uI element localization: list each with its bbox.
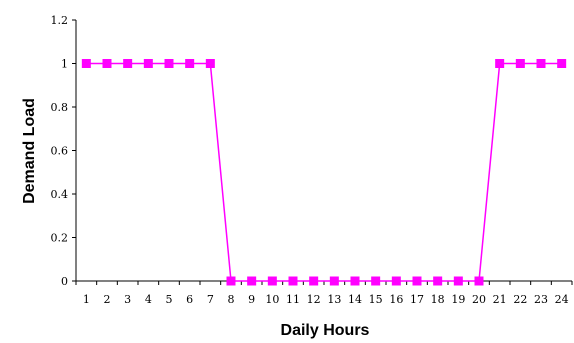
y-tick-label: 0 [61, 275, 68, 288]
data-point [123, 59, 133, 68]
y-axis-title: Demand Load [21, 98, 38, 204]
x-tick-label: 16 [389, 293, 403, 306]
data-point [557, 59, 567, 68]
data-point [515, 59, 525, 68]
x-tick-label: 24 [555, 293, 569, 306]
data-point [205, 59, 215, 68]
data-point [495, 59, 505, 68]
data-point [433, 276, 443, 286]
x-tick-label: 6 [186, 293, 193, 306]
x-tick-label: 8 [228, 293, 235, 306]
data-point [226, 276, 236, 286]
x-tick-label: 11 [286, 293, 300, 306]
x-tick-label: 3 [124, 293, 131, 306]
x-tick-label: 7 [207, 293, 214, 306]
y-tick-label: 0.8 [51, 101, 69, 114]
x-tick-label: 2 [104, 293, 111, 306]
data-point [81, 59, 91, 68]
x-tick-label: 10 [265, 293, 279, 306]
data-point [329, 276, 339, 286]
y-tick-label: 0.2 [51, 232, 69, 245]
data-point [102, 59, 112, 68]
data-point [474, 276, 484, 286]
data-point [288, 276, 298, 286]
x-tick-label: 23 [534, 293, 548, 306]
x-tick-label: 4 [145, 293, 152, 306]
data-point [185, 59, 195, 68]
x-tick-label: 20 [472, 293, 486, 306]
x-tick-label: 15 [369, 293, 383, 306]
data-point [371, 276, 381, 286]
data-point [536, 59, 546, 68]
series-layer [81, 59, 567, 286]
data-point [143, 59, 153, 68]
x-tick-label: 19 [451, 293, 465, 306]
x-tick-label: 5 [166, 293, 173, 306]
data-point [267, 276, 277, 286]
x-tick-label: 21 [493, 293, 507, 306]
x-tick-label: 13 [327, 293, 341, 306]
y-tick-label: 1 [61, 58, 68, 71]
x-tick-label: 9 [248, 293, 255, 306]
data-point [453, 276, 463, 286]
x-axis-title: Daily Hours [281, 322, 370, 339]
y-tick-label: 0.6 [51, 145, 69, 158]
x-tick-label: 22 [513, 293, 527, 306]
data-point [350, 276, 360, 286]
data-point [164, 59, 174, 68]
data-point [247, 276, 257, 286]
series-line [86, 62, 562, 282]
data-point [391, 276, 401, 286]
y-tick-label: 1.2 [51, 14, 69, 27]
x-ticks: 1 2 3 4 5 6 7 8 9 10 11 12 13 14 15 16 17 18 19 20 21 22 23 24 [75, 281, 573, 306]
y-ticks: 0 0.2 0.4 0.6 0.8 1 1.2 [51, 14, 76, 288]
x-tick-label: 17 [410, 293, 424, 306]
y-tick-label: 0.4 [51, 188, 69, 201]
x-tick-label: 18 [431, 293, 445, 306]
x-tick-label: 12 [307, 293, 321, 306]
x-tick-label: 1 [83, 293, 90, 306]
x-tick-label: 14 [348, 293, 362, 306]
data-point [412, 276, 422, 286]
data-point [309, 276, 319, 286]
